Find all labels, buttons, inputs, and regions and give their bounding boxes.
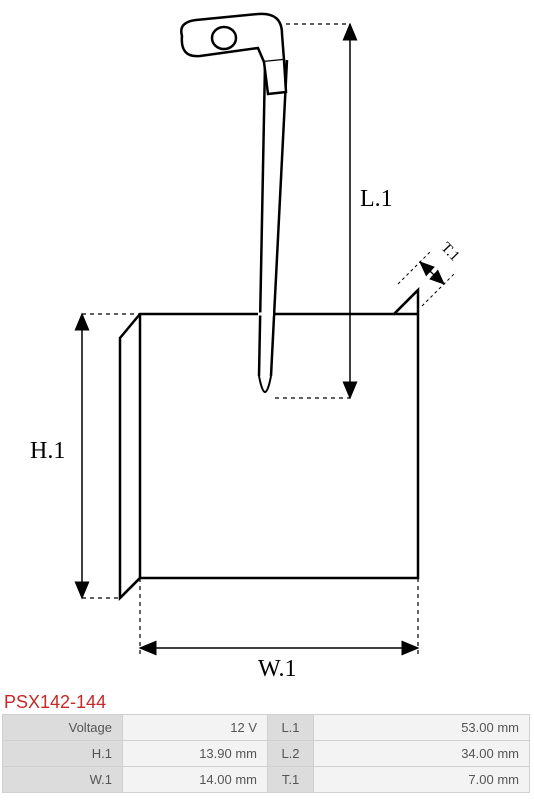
cell-label2: L.2 [268,741,314,767]
table-row: Voltage 12 V L.1 53.00 mm [3,715,530,741]
label-w1: W.1 [258,656,296,683]
cell-value2: 34.00 mm [314,741,530,767]
label-h1: H.1 [30,438,65,465]
table-row: W.1 14.00 mm T.1 7.00 mm [3,767,530,793]
spec-table: Voltage 12 V L.1 53.00 mm H.1 13.90 mm L… [2,714,530,793]
cell-label: W.1 [3,767,123,793]
cell-value: 14.00 mm [123,767,268,793]
cell-value2: 7.00 mm [314,767,530,793]
technical-diagram: L.1 H.1 W.1 T.1 [0,0,534,694]
label-l1: L.1 [360,186,393,213]
cell-value2: 53.00 mm [314,715,530,741]
part-number: PSX142-144 [4,692,106,713]
cell-label2: T.1 [268,767,314,793]
cell-value: 12 V [123,715,268,741]
table-row: H.1 13.90 mm L.2 34.00 mm [3,741,530,767]
diagram-svg [0,0,534,694]
cell-label: H.1 [3,741,123,767]
terminal-lug [181,14,286,94]
cell-label2: L.1 [268,715,314,741]
cell-value: 13.90 mm [123,741,268,767]
cell-label: Voltage [3,715,123,741]
